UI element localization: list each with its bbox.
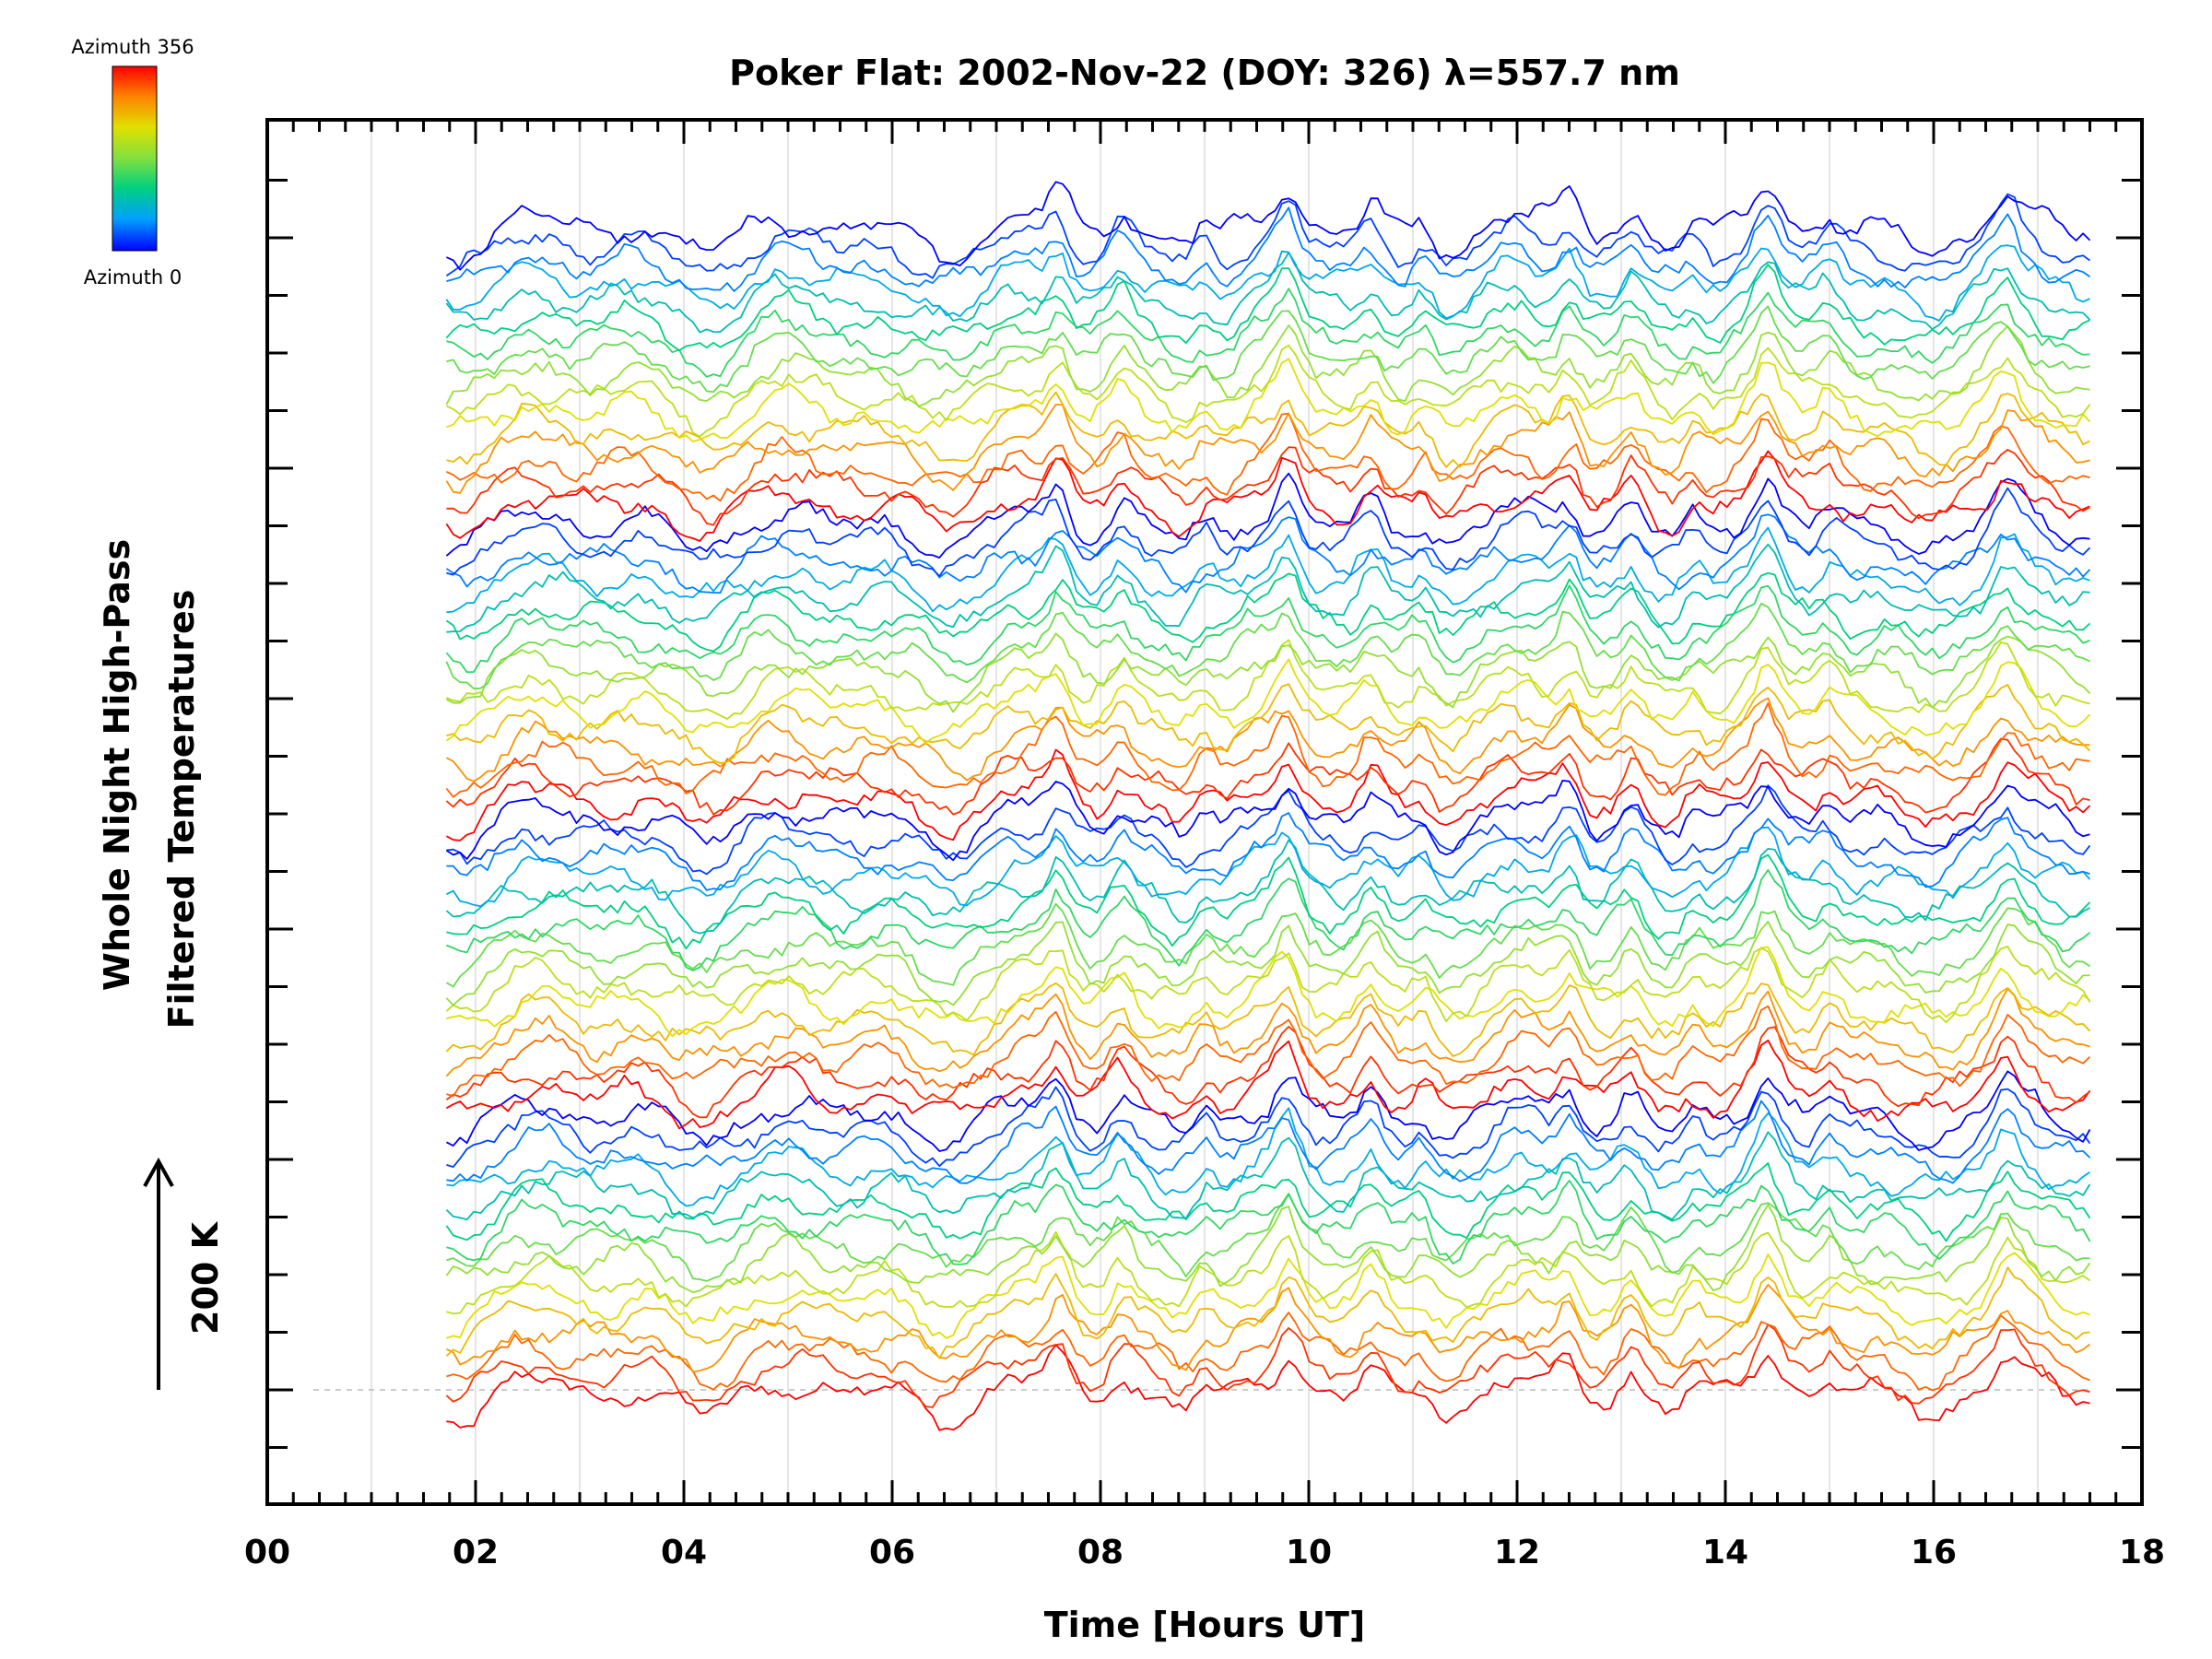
trace-line [445,252,2091,334]
trace-line [446,1086,2091,1168]
y-axis-label-line1: Whole Night High-Pass [97,539,137,991]
trace-line [445,902,2090,988]
x-tick-label: 08 [1077,1534,1124,1571]
trace-line [446,1005,2091,1098]
trace-line [445,584,2090,674]
trace-line [445,780,2090,862]
scale-arrow-head [143,1157,174,1187]
trace-line [445,946,2091,1023]
trace-line [446,526,2090,614]
trace-line [445,1039,2091,1130]
trace-line [445,264,2090,352]
x-tick-label: 12 [1494,1534,1540,1571]
trace-line [445,702,2090,798]
trace-line [446,305,2090,394]
x-tick-label: 14 [1702,1534,1748,1571]
trace-line [446,784,2091,876]
trace-line [445,632,2091,713]
trace-line [445,1162,2091,1242]
trace-line [445,403,2090,494]
trace-line [445,472,2090,559]
trace-line [445,193,2091,279]
trace-line [446,1252,2090,1339]
scale-label: 200 K [185,1220,226,1335]
trace-line [445,921,2090,1006]
x-axis-label: Time [Hours UT] [1044,1605,1366,1645]
trace-line [446,946,2091,1038]
trace-line [446,639,2090,720]
x-tick-label: 06 [869,1534,915,1571]
trace-line [446,1193,2090,1282]
trace-line [446,412,2090,502]
x-tick-label: 04 [661,1534,707,1571]
trace-line [445,324,2090,407]
trace-group [445,181,2091,1431]
trace-line [446,1230,2091,1315]
x-tick-label: 02 [453,1534,499,1571]
trace-line [446,206,2091,292]
trace-line [446,1107,2090,1207]
x-tick-label: 10 [1286,1534,1332,1571]
colorbar [112,65,158,252]
trace-line [446,683,2091,764]
gridlines [313,120,2092,1504]
trace-line [445,1266,2090,1359]
x-tick-label: 16 [1911,1534,1957,1571]
axes: 00 02 04 06 08 10 12 14 16 18 [244,118,2165,1571]
trace-line [445,1131,2091,1221]
trace-line [446,391,2090,468]
trace-line [445,839,2090,935]
trace-line [445,1324,2090,1408]
trace-line [445,697,2090,782]
trace-line [445,571,2091,653]
x-tick-label: 18 [2119,1534,2165,1571]
trace-line [446,1180,2091,1265]
trace-line [446,869,2091,971]
trace-line [446,344,2091,438]
x-tick-label: 00 [244,1534,290,1571]
trace-line [446,1344,2090,1431]
trace-line [446,288,2090,378]
trace-line [446,446,2090,526]
trace-line [446,543,2090,633]
trace-line [445,1204,2091,1293]
trace-line [446,1312,2090,1392]
trace-line [445,1070,2091,1152]
trace-line [445,737,2090,816]
trace-line [445,450,2090,542]
colorbar-label-top: Azimuth 356 [71,36,194,58]
trace-line [445,244,2090,322]
trace-line [445,988,2090,1077]
trace-line [445,982,2091,1057]
trace-line [445,826,2091,908]
trace-line [446,812,2090,891]
colorbar-label-bottom: Azimuth 0 [84,266,182,288]
trace-line [445,602,2090,690]
trace-line [445,1026,2091,1119]
trace-line [445,658,2091,744]
trace-line [445,748,2091,841]
y-axis-label-line2: Filtered Temperatures [161,590,202,1030]
trace-line [446,1100,2091,1184]
chart-title: Poker Flat: 2002-Nov-22 (DOY: 326) λ=557… [729,53,1680,93]
trace-line [446,181,2091,271]
trace-line [446,1284,2091,1373]
trace-line [446,487,2091,577]
